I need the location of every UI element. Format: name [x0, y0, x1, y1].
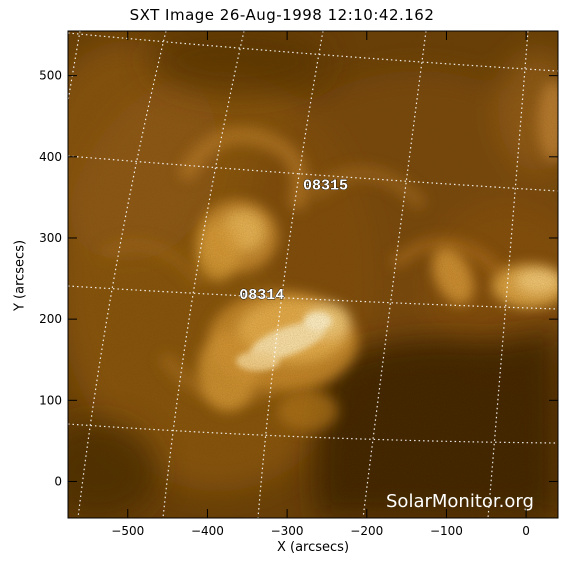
grid-line	[77, 31, 167, 518]
active-region-label: 08314	[239, 287, 284, 304]
y-axis-ticks: 0 100 200 300 400 500	[39, 69, 558, 488]
y-tick-label: 100	[39, 393, 62, 407]
y-tick-label: 500	[39, 69, 62, 83]
x-tick-label: −200	[350, 524, 383, 538]
y-axis-label: Y (arcsecs)	[12, 239, 28, 312]
credit-watermark: SolarMonitor.org	[386, 491, 534, 512]
heliographic-grid	[68, 31, 558, 518]
grid-line	[487, 31, 529, 518]
y-tick-label: 300	[39, 231, 62, 245]
y-tick-label: 0	[54, 474, 62, 488]
y-tick-label: 400	[39, 150, 62, 164]
x-axis-ticks: −500 −400 −300 −200 −100 0	[111, 31, 530, 538]
solar-image-panel: 08315 08314 SolarMonitor.org	[68, 31, 558, 518]
grid-line	[68, 32, 558, 72]
grid-line	[68, 155, 558, 192]
grid-line	[68, 423, 558, 444]
active-region-label: 08315	[303, 177, 348, 194]
grid-line	[68, 285, 558, 310]
grid-line	[362, 31, 427, 518]
x-axis-label: X (arcsecs)	[276, 540, 350, 555]
x-tick-label: −400	[191, 524, 224, 538]
image-title: SXT Image 26-Aug-1998 12:10:42.162	[129, 6, 435, 24]
x-tick-label: −300	[271, 524, 304, 538]
region-labels: 08315 08314	[239, 177, 349, 304]
x-tick-label: 0	[522, 524, 530, 538]
grid-line	[162, 31, 245, 518]
plot-frame	[67, 30, 559, 519]
x-tick-label: −500	[111, 524, 144, 538]
solar-image: 08315 08314 SolarMonitor.org	[68, 31, 558, 518]
y-tick-label: 200	[39, 312, 62, 326]
x-tick-label: −100	[430, 524, 463, 538]
